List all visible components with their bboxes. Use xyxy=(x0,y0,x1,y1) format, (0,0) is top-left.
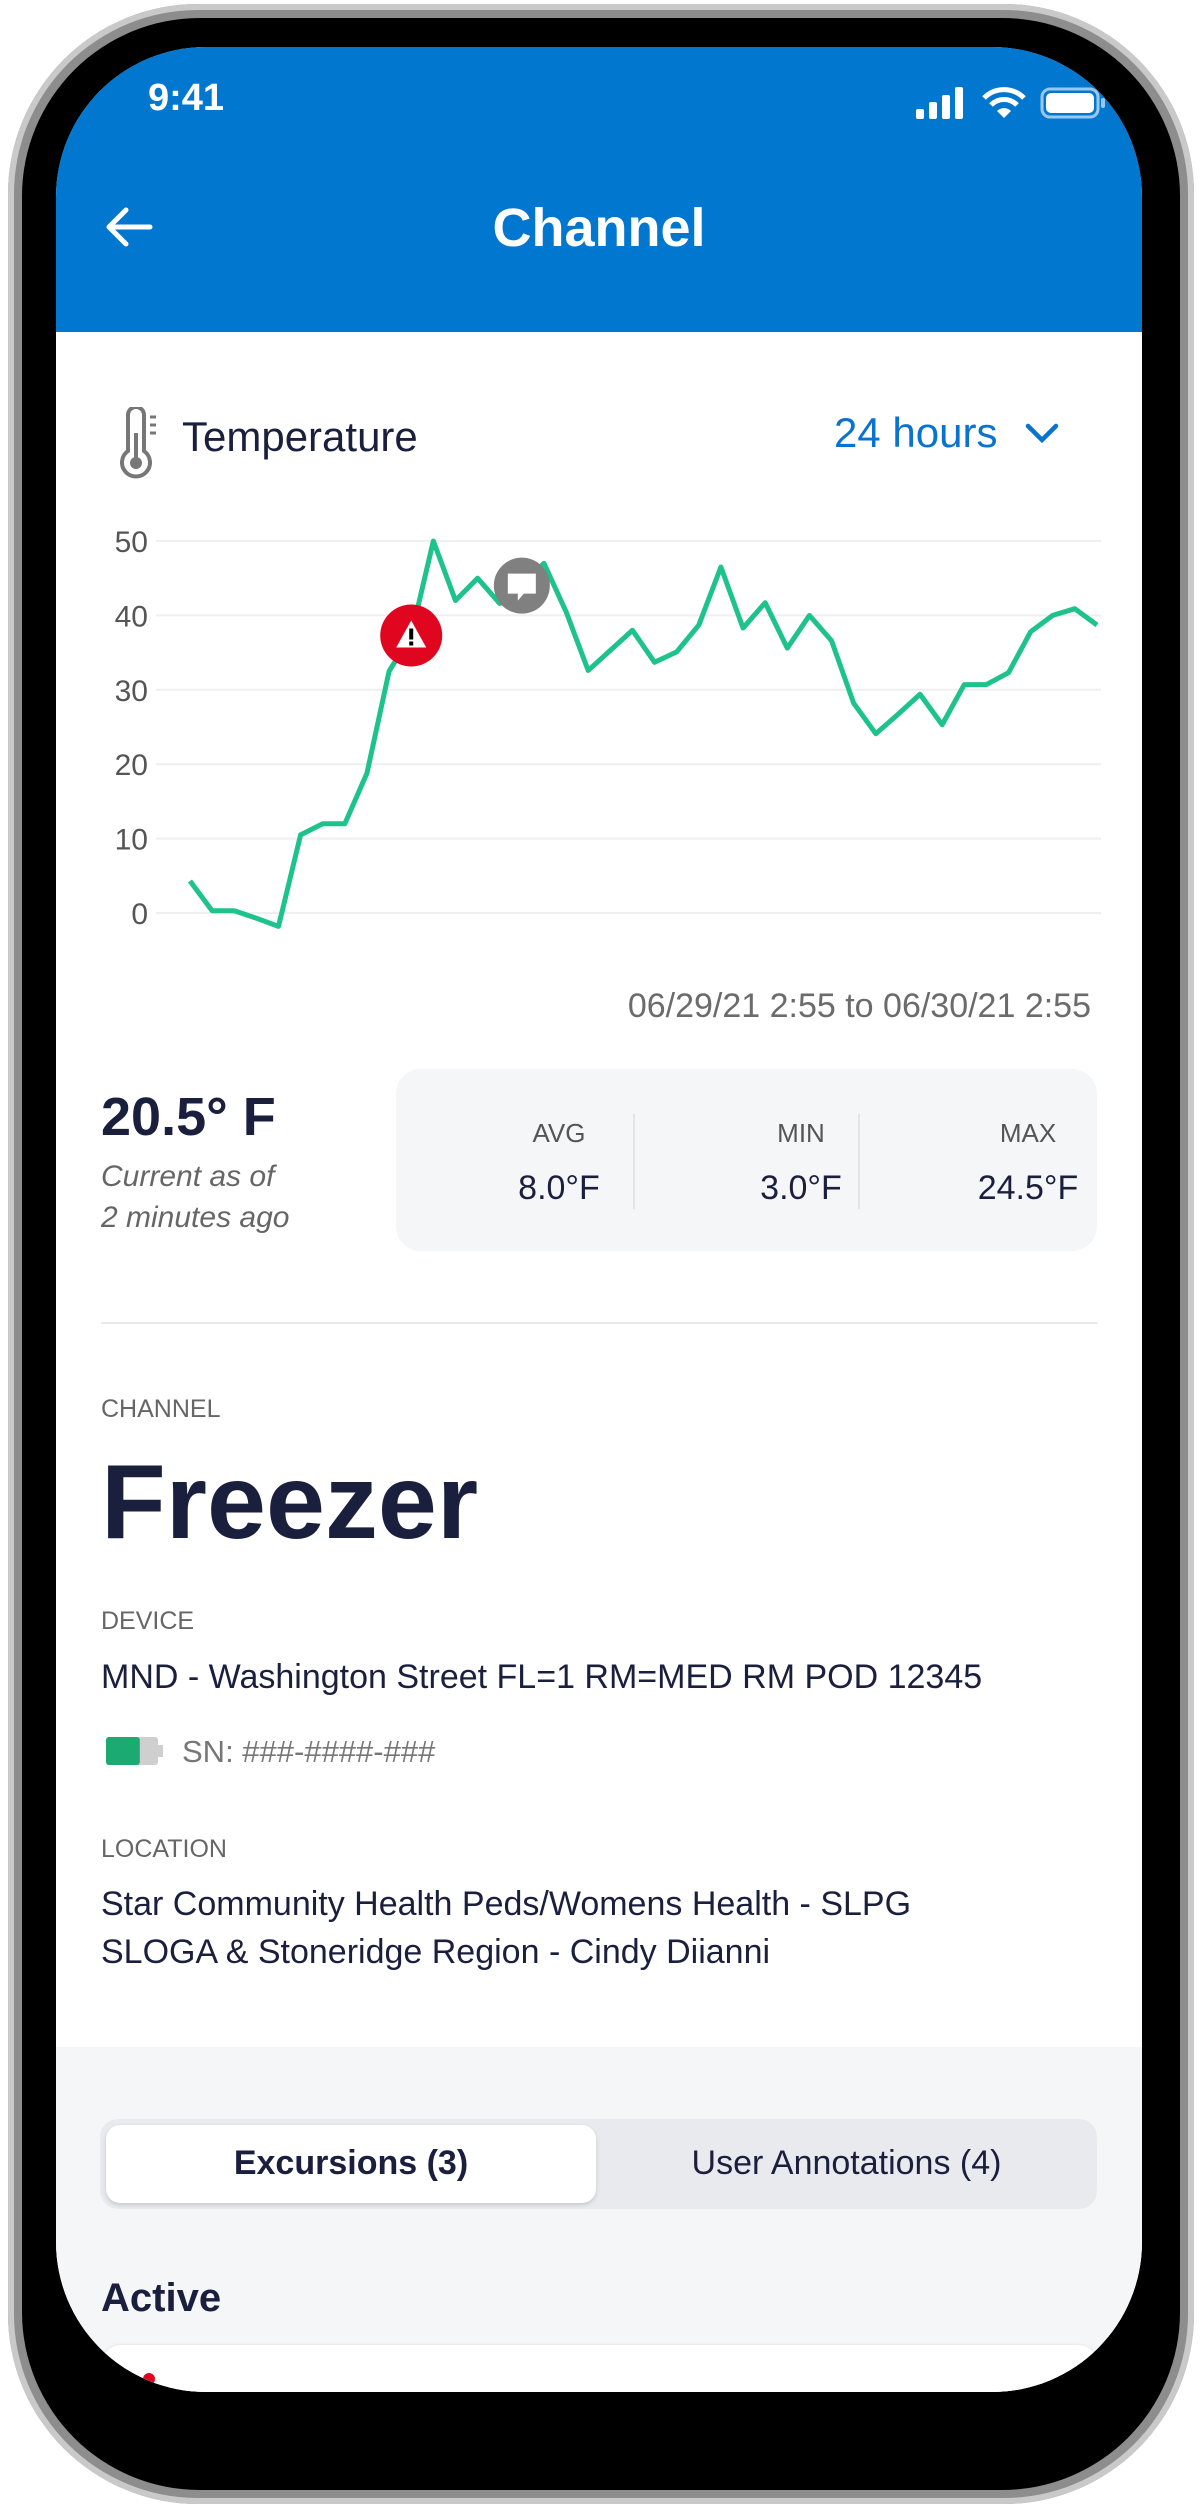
location-line-2: SLOGA & Stoneridge Region - Cindy Diiann… xyxy=(101,1933,771,1971)
chart-date-range: 06/29/21 2:55 to 06/30/21 2:55 xyxy=(627,987,1091,1025)
y-tick-label: 20 xyxy=(115,749,148,782)
device-name: MND - Washington Street FL=1 RM=MED RM P… xyxy=(101,1658,983,1696)
app-header: 9:41 Channel xyxy=(56,47,1142,332)
channel-name: Freezer xyxy=(101,1443,479,1561)
battery-icon xyxy=(106,1737,163,1765)
current-as-of: Current as of xyxy=(101,1160,275,1193)
temperature-label: Temperature xyxy=(182,413,418,460)
status-time: 9:41 xyxy=(148,77,225,119)
wifi-icon xyxy=(982,87,1026,118)
signal-icon xyxy=(916,87,963,119)
temperature-line xyxy=(187,538,1099,929)
warning-dot xyxy=(409,641,414,646)
current-age: 2 minutes ago xyxy=(101,1201,290,1234)
divider xyxy=(101,1322,1098,1324)
page-title: Channel xyxy=(492,198,706,258)
temperature-chart: 50 40 30 20 10 0 xyxy=(115,527,1101,931)
excursions-section xyxy=(56,2047,1142,2392)
tab-excursions[interactable]: Excursions (3) xyxy=(106,2125,596,2203)
time-range-value: 24 hours xyxy=(834,409,998,456)
stat-value: 8.0°F xyxy=(518,1169,600,1207)
y-tick-label: 50 xyxy=(115,527,148,559)
divider xyxy=(633,1114,635,1209)
y-tick-label: 30 xyxy=(115,675,148,708)
stat-label: AVG xyxy=(532,1118,586,1148)
divider xyxy=(858,1114,860,1209)
thermometer-icon xyxy=(120,407,156,479)
location-line-1: Star Community Health Peds/Womens Health… xyxy=(101,1885,912,1923)
battery-icon xyxy=(1040,87,1105,119)
time-range-dropdown[interactable]: 24 hours xyxy=(834,409,1059,457)
serial-number: SN: ###-####-### xyxy=(182,1734,436,1769)
stat-max: MAX 24.5°F xyxy=(915,1069,1141,1251)
location-caption: LOCATION xyxy=(101,1835,227,1863)
current-temperature: 20.5° F xyxy=(101,1087,276,1147)
comment-icon xyxy=(507,573,536,601)
y-tick-label: 40 xyxy=(115,600,148,633)
section-title: Active xyxy=(101,2276,222,2320)
stat-avg: AVG 8.0°F xyxy=(446,1069,672,1251)
stat-value: 24.5°F xyxy=(977,1169,1079,1207)
channel-caption: CHANNEL xyxy=(101,1395,221,1423)
warning-exclamation xyxy=(409,628,414,640)
device-caption: DEVICE xyxy=(101,1607,195,1635)
stats-panel: AVG 8.0°F MIN 3.0°F MAX 24.5°F xyxy=(396,1069,1097,1251)
segmented-control: Excursions (3) User Annotations (4) xyxy=(100,2119,1097,2209)
arrow-left-icon xyxy=(106,207,153,247)
stat-min: MIN 3.0°F xyxy=(688,1069,914,1251)
stat-value: 3.0°F xyxy=(760,1169,842,1207)
y-tick-label: 10 xyxy=(115,824,148,857)
excursion-card[interactable] xyxy=(101,2345,1098,2392)
chevron-down-icon xyxy=(1026,423,1059,444)
screen: 9:41 Channel Temperature 24 hours 50 40 30… xyxy=(56,47,1142,2392)
stat-label: MIN xyxy=(777,1118,825,1148)
alert-dot xyxy=(143,2373,155,2385)
tab-user-annotations[interactable]: User Annotations (4) xyxy=(691,2144,1002,2183)
status-icons xyxy=(916,87,1106,119)
back-button[interactable] xyxy=(100,197,160,257)
stat-label: MAX xyxy=(999,1118,1057,1148)
y-tick-label: 0 xyxy=(131,898,148,931)
